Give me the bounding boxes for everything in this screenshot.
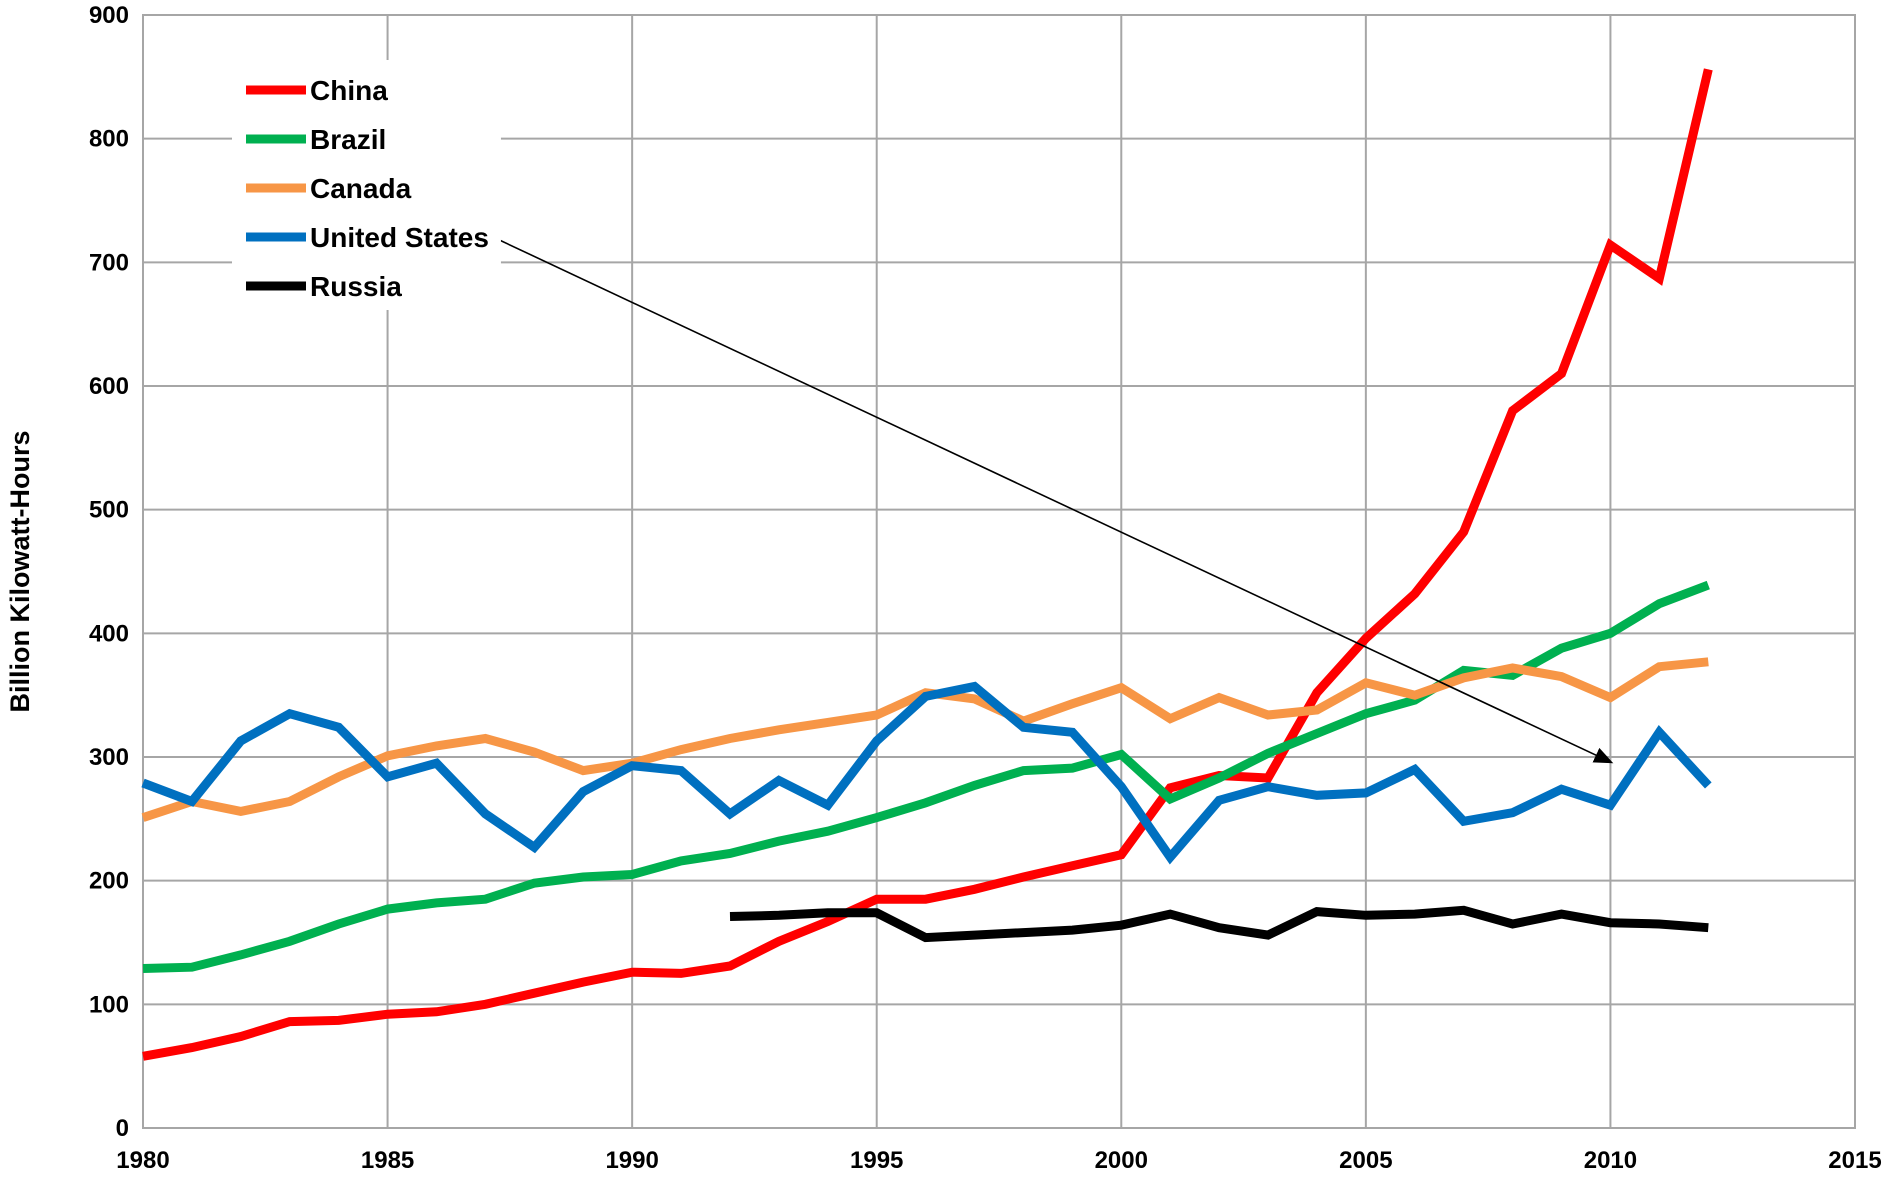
- y-tick-label: 400: [89, 620, 129, 647]
- legend-label: Canada: [310, 173, 412, 204]
- x-tick-label: 2005: [1339, 1147, 1392, 1174]
- y-tick-label: 200: [89, 868, 129, 895]
- legend-label: United States: [310, 222, 489, 253]
- series-united-states: [143, 686, 1709, 857]
- legend-label: China: [310, 75, 388, 106]
- legend-label: Russia: [310, 271, 402, 302]
- y-tick-label: 600: [89, 373, 129, 400]
- legend: China Brazil Canada United States Russia: [232, 60, 501, 310]
- y-tick-label: 0: [116, 1115, 129, 1142]
- series-canada: [143, 662, 1709, 818]
- y-tick-label: 300: [89, 744, 129, 771]
- legend-label: Brazil: [310, 124, 386, 155]
- annotation-arrow: [493, 237, 1610, 762]
- x-tick-label: 2015: [1828, 1147, 1881, 1174]
- y-tick-label: 700: [89, 249, 129, 276]
- annotations: [493, 237, 1610, 762]
- x-tick-label: 2000: [1095, 1147, 1148, 1174]
- y-tick-label: 800: [89, 126, 129, 153]
- y-tick-label: 500: [89, 497, 129, 524]
- series-line-united-states: [143, 687, 1708, 858]
- x-tick-label: 1980: [116, 1147, 169, 1174]
- series-line-canada: [143, 662, 1708, 818]
- y-tick-label: 100: [89, 991, 129, 1018]
- y-tick-label: 900: [89, 2, 129, 29]
- y-axis-title: Billion Kilowatt-Hours: [5, 431, 35, 713]
- x-tick-label: 2010: [1584, 1147, 1637, 1174]
- x-tick-label: 1985: [361, 1147, 414, 1174]
- x-tick-label: 1995: [850, 1147, 903, 1174]
- x-tick-label: 1990: [605, 1147, 658, 1174]
